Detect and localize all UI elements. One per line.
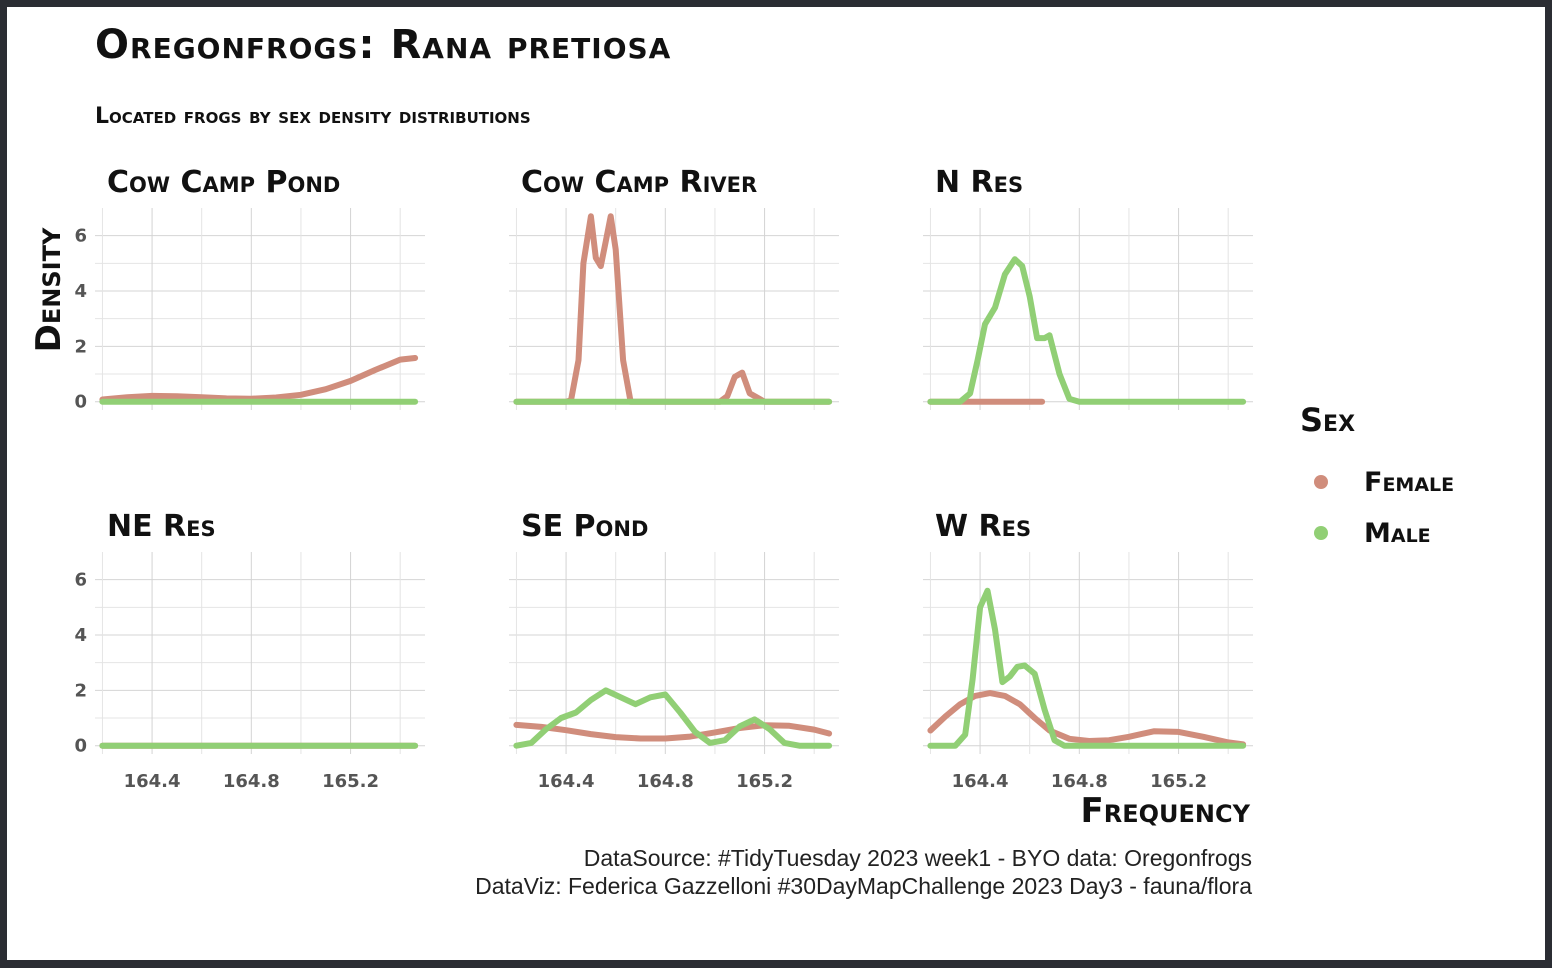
- facet-label-cow-camp-river: Cow Camp River: [521, 165, 757, 200]
- y-tick-label: 2: [74, 680, 87, 701]
- density-line-n-res-male: [927, 256, 1247, 405]
- chart-title: Oregonfrogs: Rana pretiosa: [95, 22, 672, 68]
- y-axis-title: Density: [29, 227, 69, 352]
- x-tick-label: 165.2: [322, 771, 379, 792]
- x-tick-label: 165.2: [1150, 771, 1207, 792]
- caption-line-1: DataSource: #TidyTuesday 2023 week1 - BY…: [583, 845, 1252, 871]
- density-line-se-pond-female: [513, 721, 833, 742]
- y-tick-label: 0: [74, 392, 87, 413]
- caption-line-2: DataViz: Federica Gazzelloni #30DayMapCh…: [475, 873, 1252, 899]
- density-line-w-res-male: [927, 587, 1247, 749]
- chart-canvas: [7, 7, 1545, 960]
- legend-label-female: Female: [1364, 466, 1455, 498]
- facet-label-cow-camp-pond: Cow Camp Pond: [107, 165, 340, 200]
- x-tick-label: 165.2: [736, 771, 793, 792]
- y-tick-label: 6: [74, 570, 87, 591]
- x-tick-label: 164.4: [124, 771, 181, 792]
- facet-label-se-pond: SE Pond: [521, 509, 648, 544]
- y-tick-label: 0: [74, 736, 87, 757]
- facet-label-n-res: N Res: [935, 165, 1023, 200]
- y-tick-label: 4: [74, 625, 87, 646]
- legend-label-male: Male: [1364, 517, 1431, 549]
- x-tick-label: 164.4: [538, 771, 595, 792]
- y-tick-label: 4: [74, 281, 87, 302]
- chart-subtitle: Located frogs by sex density distributio…: [95, 104, 531, 129]
- x-axis-title: Frequency: [1081, 791, 1251, 831]
- y-tick-label: 2: [74, 336, 87, 357]
- legend-item-female: Female: [1314, 465, 1454, 499]
- legend-key-female: [1314, 475, 1328, 489]
- x-tick-label: 164.8: [1051, 771, 1108, 792]
- legend-key-male: [1314, 526, 1328, 540]
- density-line-cow-camp-pond-female: [99, 355, 419, 403]
- density-line-se-pond-male: [513, 687, 833, 749]
- x-tick-label: 164.4: [952, 771, 1009, 792]
- density-line-w-res-female: [927, 690, 1247, 748]
- x-tick-label: 164.8: [223, 771, 280, 792]
- legend-title: Sex: [1300, 401, 1356, 439]
- x-tick-label: 164.8: [637, 771, 694, 792]
- y-tick-label: 6: [74, 226, 87, 247]
- facet-label-ne-res: NE Res: [107, 509, 216, 544]
- density-line-cow-camp-river-female: [513, 213, 833, 405]
- facet-label-w-res: W Res: [935, 509, 1031, 544]
- legend-item-male: Male: [1314, 516, 1431, 550]
